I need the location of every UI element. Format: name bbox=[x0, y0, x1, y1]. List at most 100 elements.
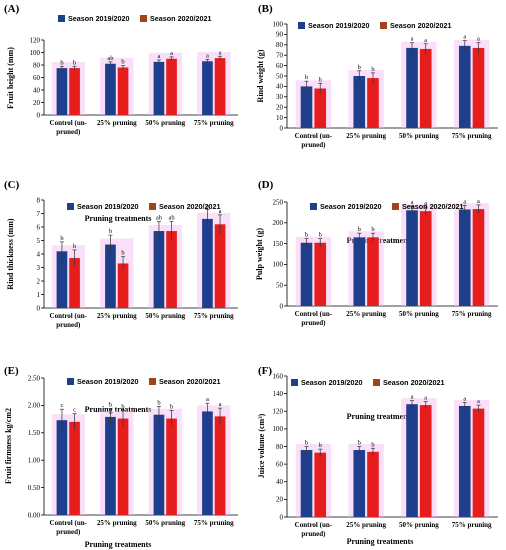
y-tick-label: 0 bbox=[280, 124, 284, 132]
legend-swatch-2 bbox=[149, 378, 156, 385]
chart-panel-2: (B) 0 10 20 30 40 50 60 70 80 90 100 Rind weight (g)… bbox=[256, 3, 498, 245]
y-tick-label: 0.00 bbox=[28, 511, 41, 519]
highlight-overlay bbox=[51, 245, 85, 308]
y-tick-label: 1.00 bbox=[28, 457, 41, 465]
significance-letter: ab bbox=[168, 215, 174, 222]
legend-label-1: Season 2019/2020 bbox=[308, 21, 370, 30]
legend-label-1: Season 2019/2020 bbox=[77, 377, 139, 386]
significance-letter: b bbox=[121, 403, 124, 410]
highlight-overlay bbox=[51, 62, 85, 115]
panel-label: (D) bbox=[258, 179, 274, 191]
y-tick-label: 2.50 bbox=[28, 374, 41, 382]
x-tick-label: Control (un-pruned) bbox=[295, 132, 333, 149]
significance-letter: a bbox=[463, 395, 466, 402]
bar-series-2 bbox=[117, 67, 129, 115]
x-tick-label: Control (un-pruned) bbox=[295, 310, 333, 327]
legend-label-2: Season 2020/2021 bbox=[390, 21, 452, 30]
bar-series-1 bbox=[105, 416, 116, 515]
x-tick-label: 50% pruning bbox=[145, 312, 185, 320]
chart-panel-6: (F) 0 20 40 60 80 100 120 140 160 Juice volume (cm… bbox=[257, 365, 498, 546]
y-tick-label: 100 bbox=[273, 425, 284, 433]
y-tick-label: 4 bbox=[37, 250, 41, 258]
legend: Season 2019/2020 Season 2020/2021 bbox=[58, 14, 212, 23]
significance-letter: b bbox=[73, 59, 76, 66]
panel-label: (C) bbox=[4, 179, 20, 191]
significance-letter: b bbox=[305, 440, 308, 447]
y-tick-label: 2 bbox=[37, 277, 41, 285]
panel-label: (A) bbox=[4, 3, 20, 15]
bar-series-2 bbox=[419, 405, 432, 517]
x-axis-title: Pruning treatments bbox=[85, 540, 152, 549]
bar-series-2 bbox=[117, 263, 129, 308]
x-axis-title: Pruning treatments bbox=[347, 537, 414, 546]
x-tick-label: 75% pruning bbox=[452, 132, 492, 140]
y-tick-label: 20 bbox=[276, 104, 284, 112]
y-tick-label: 80 bbox=[276, 41, 284, 49]
x-tick-label: 25% pruning bbox=[97, 312, 137, 320]
significance-letter: a bbox=[219, 49, 222, 56]
chart-panel-1: (A) 0 20 40 60 80 100 120 Fruit height (mm) Pruni… bbox=[4, 3, 238, 223]
bar-series-2 bbox=[117, 418, 129, 515]
bar-series-1 bbox=[458, 45, 471, 129]
significance-letter: a bbox=[219, 401, 222, 408]
bar-series-2 bbox=[314, 88, 327, 128]
significance-letter: a bbox=[206, 202, 209, 209]
legend-swatch-2 bbox=[380, 22, 387, 29]
bar-series-2 bbox=[214, 224, 226, 308]
bar-series-2 bbox=[166, 58, 177, 115]
y-tick-label: 40 bbox=[276, 83, 284, 91]
significance-letter: b bbox=[170, 403, 173, 410]
legend-label-1: Season 2019/2020 bbox=[301, 378, 363, 387]
significance-letter: a bbox=[206, 52, 209, 59]
chart-panel-3: (C) 0 1 2 3 4 5 6 7 8 Rind thickness (mm) Pruning t… bbox=[4, 179, 238, 414]
bar-series-1 bbox=[153, 61, 165, 115]
bar-series-1 bbox=[56, 251, 68, 308]
bar-series-1 bbox=[202, 411, 213, 515]
legend-swatch-1 bbox=[67, 203, 74, 210]
significance-letter: a bbox=[477, 398, 480, 405]
bar-series-1 bbox=[300, 242, 313, 306]
bar-series-1 bbox=[406, 47, 418, 128]
bar-series-2 bbox=[419, 48, 432, 128]
x-axis-title: Pruning treatments bbox=[85, 214, 152, 223]
bar-series-2 bbox=[472, 209, 485, 306]
bar-series-1 bbox=[353, 237, 366, 306]
significance-letter: c bbox=[73, 407, 76, 414]
y-tick-label: 0.50 bbox=[28, 484, 41, 492]
y-tick-label: 50 bbox=[276, 282, 284, 290]
highlight-overlay bbox=[51, 414, 85, 515]
legend-label-2: Season 2020/2021 bbox=[383, 378, 445, 387]
significance-letter: a bbox=[411, 199, 414, 206]
bar-series-1 bbox=[56, 68, 68, 115]
bar-series-1 bbox=[406, 210, 418, 306]
significance-letter: b bbox=[157, 399, 160, 406]
y-tick-label: 100 bbox=[30, 49, 41, 57]
highlight-overlay bbox=[100, 238, 134, 308]
chart-panel-5: (E) 0.00 0.50 1.00 1.50 2.00 2.50 Fruit firmnes… bbox=[4, 365, 238, 549]
significance-letter: b bbox=[371, 441, 374, 448]
significance-letter: b bbox=[358, 440, 361, 447]
x-tick-label: 50% pruning bbox=[145, 519, 185, 527]
legend-label-2: Season 2020/2021 bbox=[159, 202, 221, 211]
bar-series-2 bbox=[367, 237, 379, 306]
legend-label-1: Season 2019/2020 bbox=[77, 202, 139, 211]
highlight-overlay bbox=[197, 52, 231, 115]
significance-letter: a bbox=[206, 396, 209, 403]
highlight-overlay bbox=[148, 52, 182, 115]
significance-letter: ab bbox=[107, 55, 113, 62]
significance-letter: b bbox=[319, 232, 322, 239]
chart-panel-4: (D) 0 50 100 150 200 250 Pulp weight (g) Pruning… bbox=[255, 179, 498, 421]
bar-series-1 bbox=[300, 450, 313, 517]
legend-swatch-1 bbox=[58, 15, 65, 22]
significance-letter: a bbox=[157, 53, 160, 60]
bar-series-2 bbox=[166, 231, 177, 308]
legend-swatch-1 bbox=[298, 22, 305, 29]
y-axis-title: Rind thickness (mm) bbox=[6, 218, 15, 289]
legend-swatch-2 bbox=[392, 203, 399, 210]
significance-letter: a bbox=[411, 394, 414, 401]
legend: Season 2019/2020 Season 2020/2021 bbox=[291, 378, 445, 387]
bar-series-2 bbox=[69, 68, 80, 115]
y-tick-label: 8 bbox=[37, 196, 41, 204]
significance-letter: a bbox=[463, 198, 466, 205]
